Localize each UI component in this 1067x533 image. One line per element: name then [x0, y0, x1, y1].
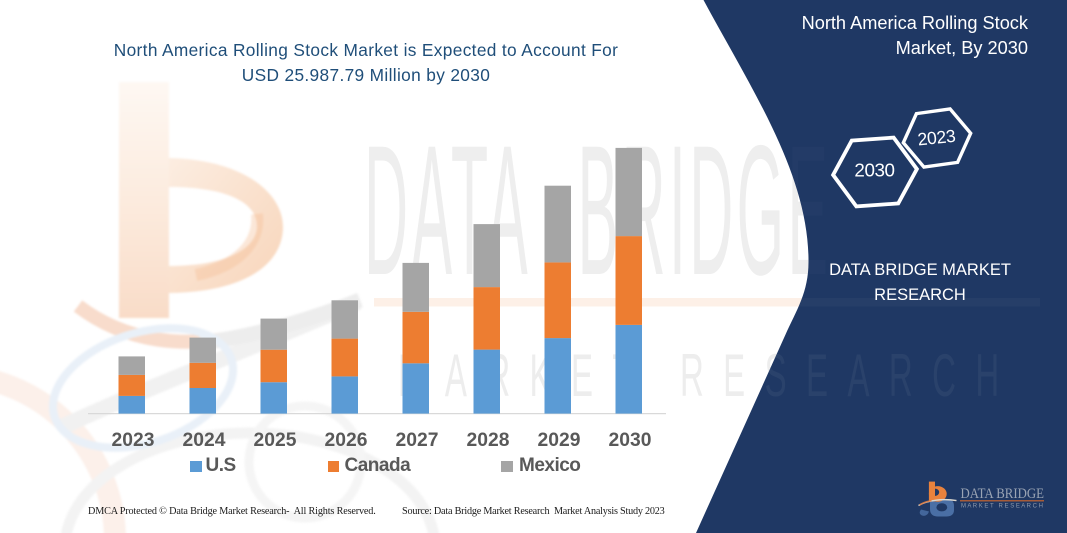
svg-text:2023: 2023 [917, 126, 957, 150]
svg-text:DATA BRIDGE: DATA BRIDGE [364, 107, 831, 314]
svg-text:DATA BRIDGE: DATA BRIDGE [961, 486, 1045, 502]
svg-text:M A R K E T R E S E A R C H: M A R K E T R E S E A R C H [961, 502, 1043, 509]
svg-text:2030: 2030 [854, 160, 894, 181]
